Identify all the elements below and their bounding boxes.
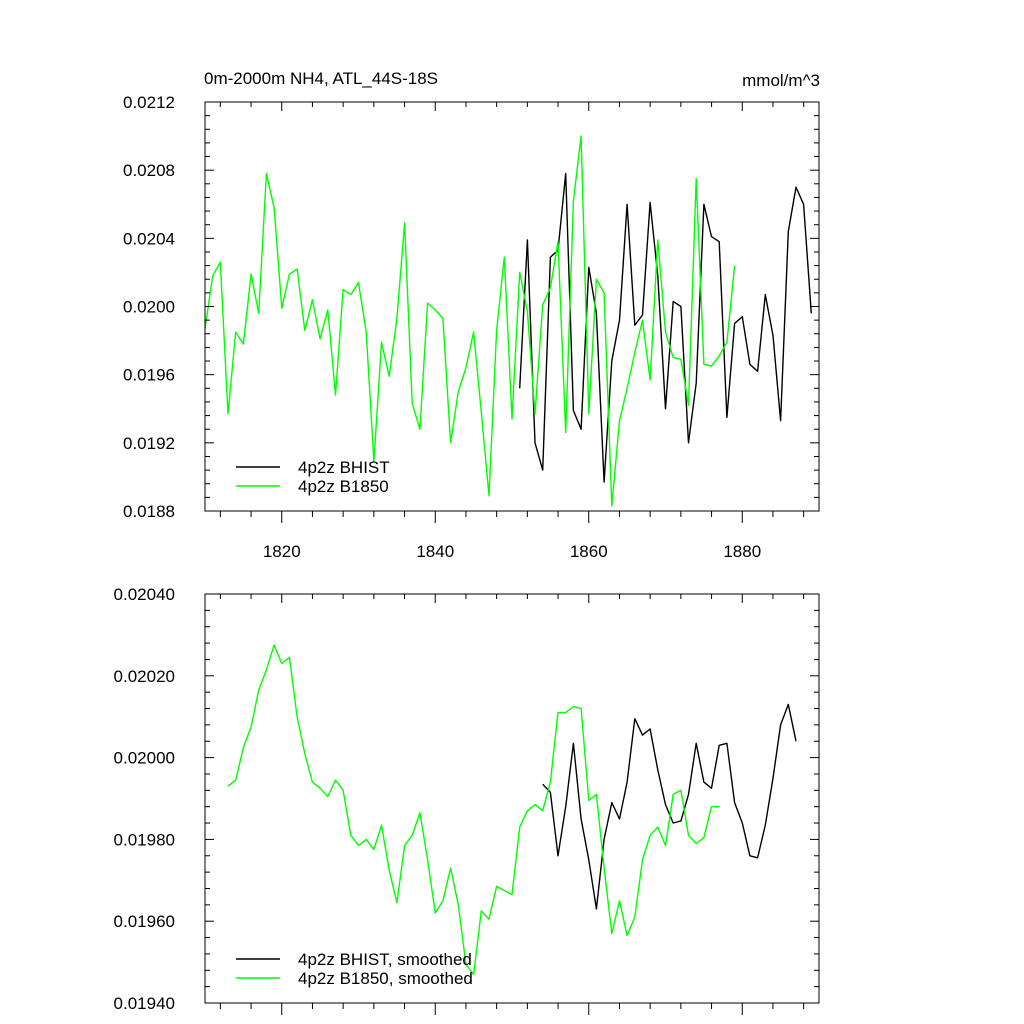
y-tick-label: 0.0204 [123,229,175,248]
plot-frame [204,101,820,512]
top-panel: 0m-2000m NH4, ATL_44S-18S mmol/m^3 0.018… [123,69,820,561]
y-tick-label: 0.01960 [114,912,175,931]
series-line-b1850 [227,644,720,976]
y-tick-label: 0.01940 [114,994,175,1013]
y-tick-label: 0.02040 [114,585,175,604]
y-tick-label: 0.02000 [114,749,175,768]
series-line-b1850 [204,135,736,507]
x-tick-label: 1820 [263,542,301,561]
x-tick-label: 1860 [570,542,608,561]
y-tick-label: 0.02020 [114,667,175,686]
y-tick-label: 0.0212 [123,93,175,112]
x-tick-label: 1880 [723,542,761,561]
bottom-panel: 0.01940 0.01960 0.01980 0.02000 0.02020 0.020… [114,585,820,1015]
plot-frame [204,593,820,1004]
x-tick-label: 1840 [416,542,454,561]
series-line-bhist [519,172,812,483]
chart-title: 0m-2000m NH4, ATL_44S-18S [204,69,438,88]
y-tick-label: 0.0192 [123,434,175,453]
y-tick-label: 0.01980 [114,830,175,849]
y-tick-label: 0.0196 [123,366,175,385]
legend-label: 4p2z B1850, smoothed [298,969,473,988]
series-line-bhist [542,703,797,910]
y-tick-label: 0.0200 [123,298,175,317]
legend-label: 4p2z B1850 [298,477,389,496]
legend-label: 4p2z BHIST [298,458,390,477]
y-tick-label: 0.0208 [123,161,175,180]
legend-label: 4p2z BHIST, smoothed [298,950,472,969]
y-tick-label: 0.0188 [123,502,175,521]
units-label: mmol/m^3 [742,71,820,90]
